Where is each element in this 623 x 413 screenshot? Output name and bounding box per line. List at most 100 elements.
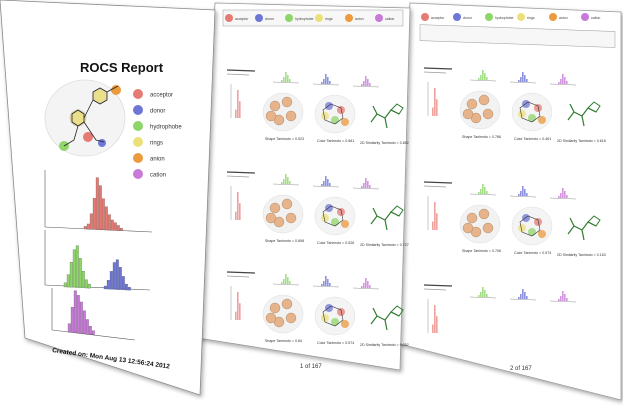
header-label-rings: rings <box>527 16 535 20</box>
legend-label-cation: cation <box>150 173 166 179</box>
entry-title-line <box>226 69 256 72</box>
histogram-bar <box>85 319 89 335</box>
mini-histogram-bar <box>367 79 369 86</box>
mini-histogram-bar <box>484 187 486 194</box>
mini-histogram-axis <box>352 85 380 88</box>
molecule-ring <box>281 198 293 210</box>
tall-histogram-bar <box>434 202 436 230</box>
mini-histogram-axis <box>469 296 497 299</box>
legend-swatch-donor <box>133 105 143 115</box>
feature-sphere <box>325 204 333 212</box>
entry-title-line <box>423 284 453 287</box>
feature-sphere <box>528 114 536 122</box>
feature-sphere <box>337 208 345 216</box>
mini-histogram-bar <box>522 289 524 299</box>
entry-subtitle-line <box>423 185 447 188</box>
mini-histogram-axis <box>469 79 497 82</box>
molecule-ring <box>265 312 277 324</box>
histogram-bar <box>75 245 79 288</box>
molecule-ring <box>462 108 474 120</box>
histogram-bar <box>69 262 73 288</box>
cover-title: ROCS Report <box>80 60 164 75</box>
mini-histogram-bar <box>327 179 329 186</box>
histogram-bar <box>95 177 99 230</box>
mini-histogram-bar <box>365 178 367 188</box>
histogram-bar <box>104 206 108 231</box>
legend-label-hydrophobe: hydrophobe <box>150 125 182 131</box>
page-2-legend-bar <box>419 24 616 48</box>
molecule-ring <box>269 100 281 112</box>
cover-page: ROCS Report acceptor donor hydrophobe rings… <box>0 0 216 396</box>
histogram-bar <box>121 276 125 290</box>
legend-label-acceptor: acceptor <box>150 93 173 99</box>
tall-histogram-bar <box>434 305 436 333</box>
histogram-bar <box>98 185 102 230</box>
mini-histogram-axis <box>352 187 380 190</box>
mini-histogram-axis <box>272 81 300 84</box>
mini-histogram-bar <box>289 281 291 284</box>
molecule-ring <box>281 96 293 108</box>
cover-molecule <box>44 79 126 157</box>
mini-histogram-axis <box>549 83 577 86</box>
entry-subtitle-line <box>226 175 250 178</box>
molecule-ring <box>269 202 281 214</box>
mini-histogram-bar <box>518 194 520 196</box>
molecule-ring <box>265 110 277 122</box>
mini-histogram-bar <box>285 72 287 82</box>
mini-histogram-bar <box>281 182 283 184</box>
molecule-bonds <box>519 215 541 237</box>
molecule-ring <box>478 208 490 220</box>
histogram-bar <box>119 228 123 231</box>
report-page-1: 1 of 167 <box>197 2 411 371</box>
feature-sphere <box>528 228 536 236</box>
mini-histogram-bar <box>283 179 285 184</box>
mini-histogram-bar <box>283 279 285 284</box>
page-2-page-label: 2 of 167 <box>510 366 532 372</box>
mini-histogram-bar <box>285 274 287 284</box>
mini-histogram-bar <box>560 193 562 198</box>
tall-histogram-bar <box>237 192 239 220</box>
color-tanimoto: Color Tanimoto = 0.574 <box>514 251 551 255</box>
mini-histogram-bar <box>524 189 526 196</box>
mini-histogram-bar <box>524 292 526 299</box>
histogram-bar <box>88 326 92 335</box>
color-tanimoto: Color Tanimoto = 0.526 <box>317 241 354 245</box>
mini-histogram-axis <box>312 285 340 288</box>
page-1-page-label: 1 of 167 <box>300 364 322 370</box>
header-label-donor: donor <box>463 16 473 20</box>
mini-histogram-bar <box>522 72 524 82</box>
mini-histogram-bar <box>365 278 367 288</box>
entry-subtitle-line <box>226 73 250 76</box>
header-swatch-hydrophobe <box>485 13 493 21</box>
mini-histogram-bar <box>289 181 291 184</box>
mini-histogram-axis <box>509 195 537 198</box>
mini-histogram-axis <box>312 185 340 188</box>
histogram-bar <box>115 259 119 290</box>
mini-histogram-bar <box>526 79 528 82</box>
mini-histogram-bar <box>325 74 327 84</box>
mini-histogram-bar <box>365 76 367 86</box>
header-swatch-cation <box>375 14 383 22</box>
entry-title-line <box>423 67 453 70</box>
mini-histogram-axis <box>509 81 537 84</box>
feature-sphere <box>331 318 339 326</box>
shape-tanimoto: Shape Tanimoto = 0.84 <box>265 339 302 343</box>
legend-swatch-hydrophobe <box>133 121 143 131</box>
entry-title-line <box>423 181 453 184</box>
feature-sphere <box>522 100 530 108</box>
mini-histogram-bar <box>478 192 480 194</box>
histogram-bar <box>83 226 87 230</box>
mini-histogram-axis <box>549 300 577 303</box>
molecule-ring <box>482 108 494 120</box>
mini-histogram-bar <box>566 81 568 84</box>
mini-histogram-bar <box>482 184 484 194</box>
header-label-cation: cation <box>591 16 600 20</box>
histogram-bar <box>84 279 88 289</box>
cover-legend: acceptor donor hydrophobe rings anion cation <box>133 89 182 179</box>
mini-histogram-bar <box>562 188 564 198</box>
molecule-surface <box>511 206 553 246</box>
molecule-ring <box>269 302 281 314</box>
histogram-bar <box>70 307 74 333</box>
molecule-ring <box>466 212 478 224</box>
similarity-2d-tanimoto: 2D Similarity Tanimoto = 0.852 <box>360 141 409 145</box>
